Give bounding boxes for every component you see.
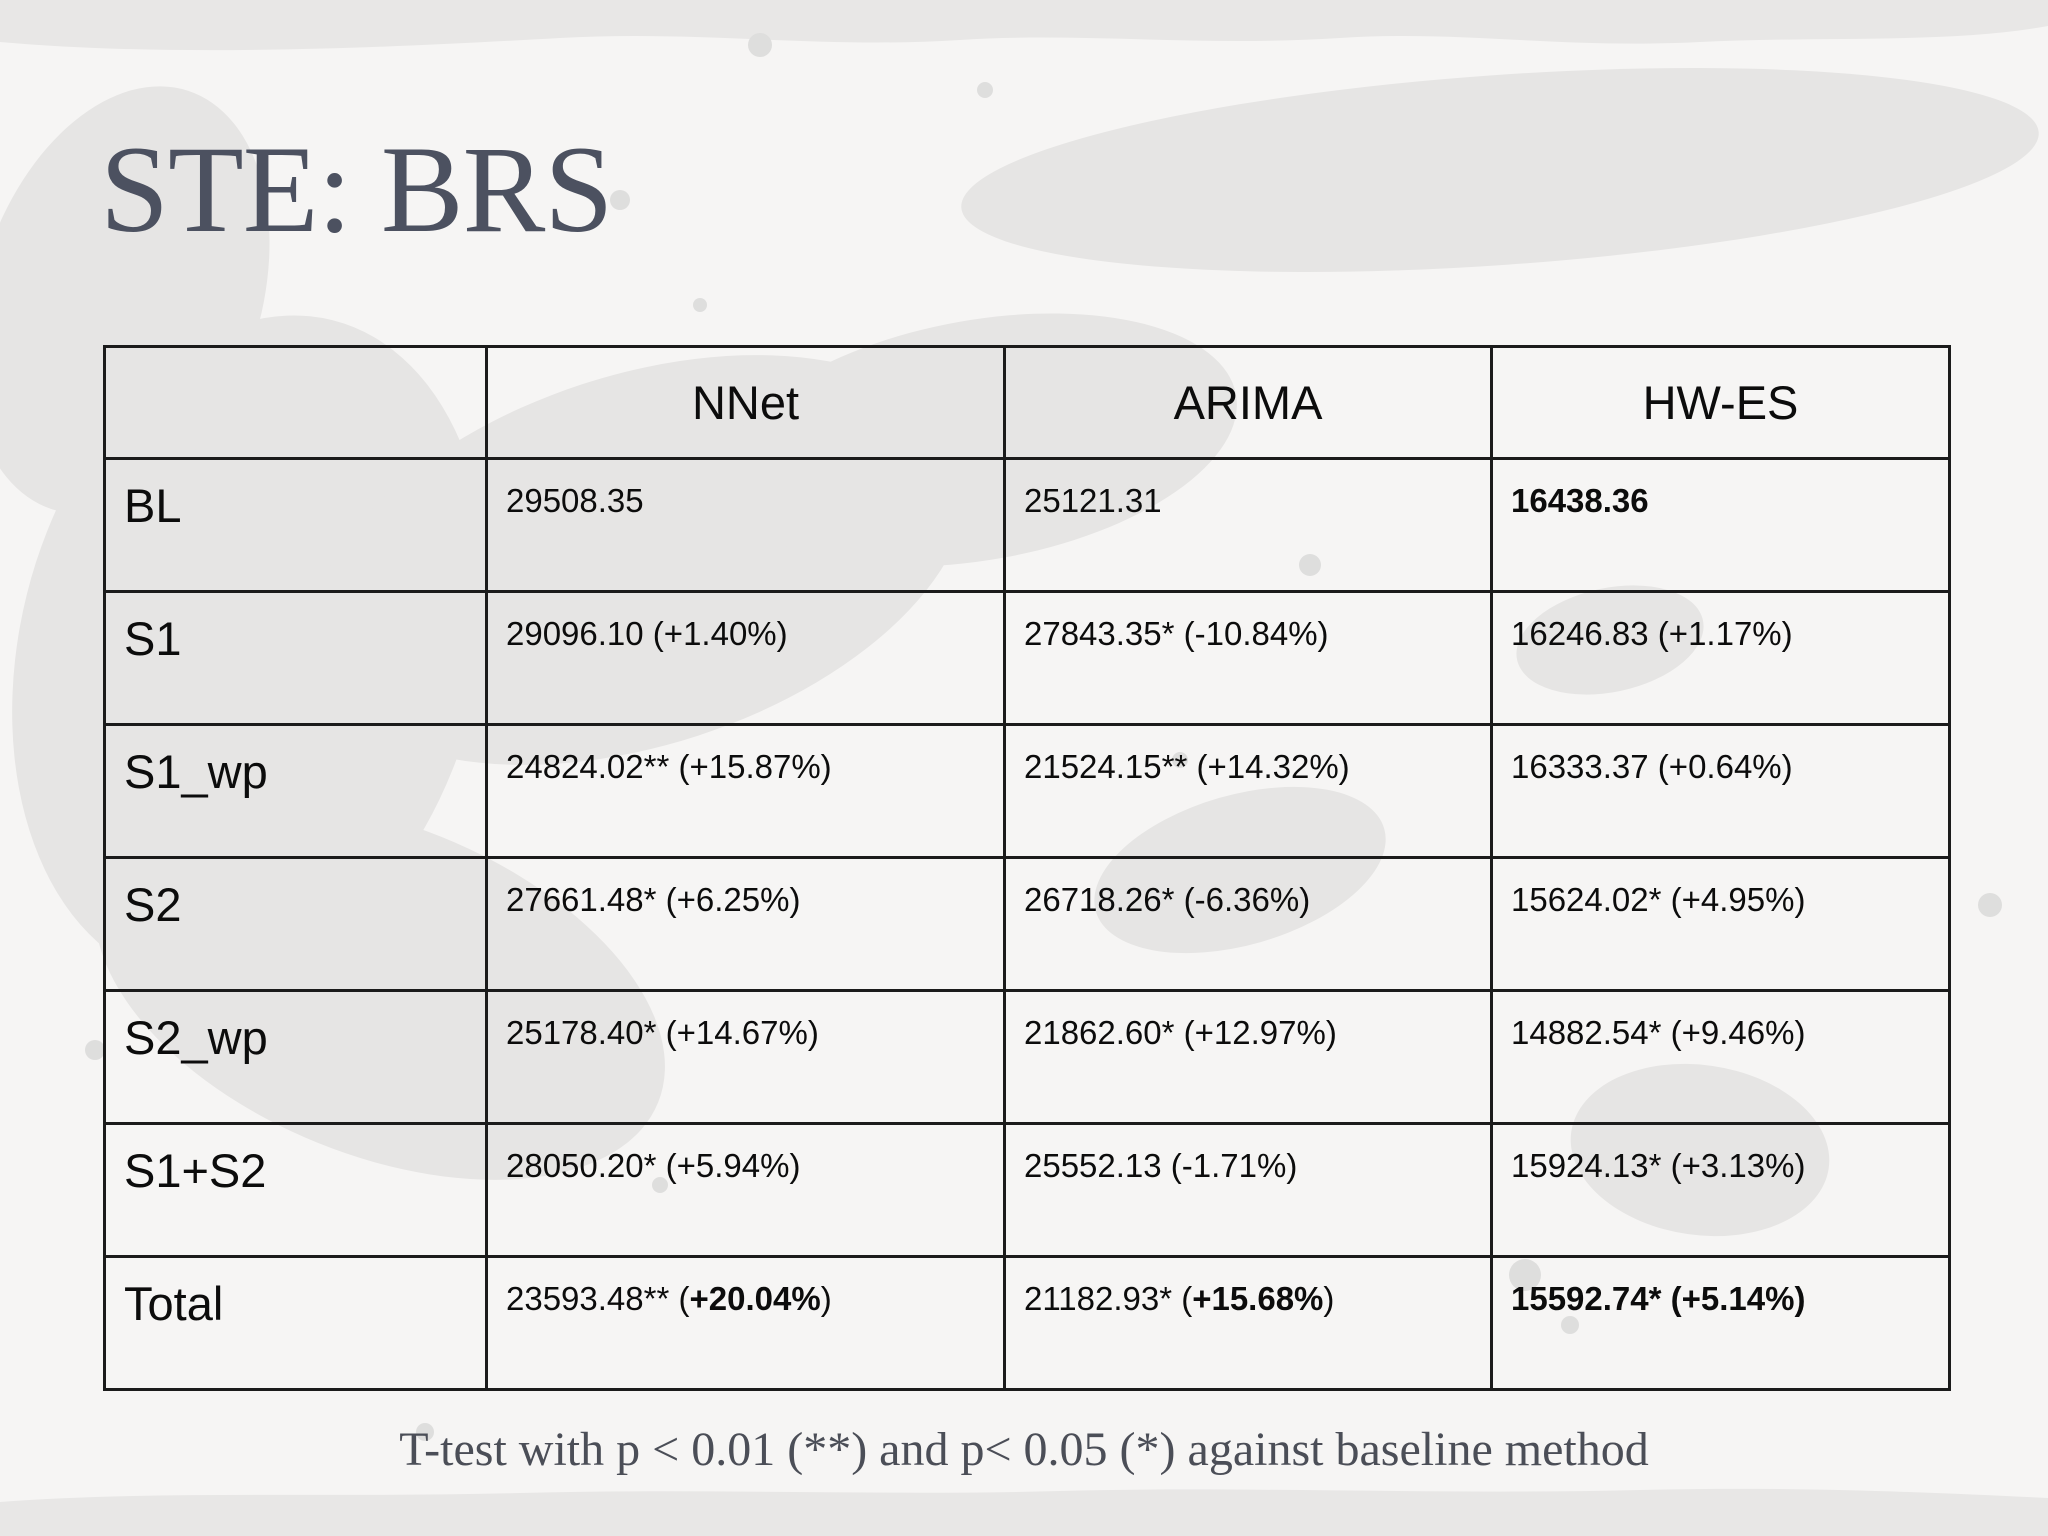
row-label-s1-wp: S1_wp <box>103 723 488 859</box>
column-header-hwes: HW-ES <box>1490 345 1951 460</box>
cell-text-segment: 25552.13 (-1.71%) <box>1024 1147 1298 1184</box>
table-row: S1_wp 24824.02** (+15.87%) 21524.15** (+14… <box>103 723 1951 859</box>
cell-text-segment: 15624.02* (+4.95%) <box>1511 881 1806 918</box>
cell-text-segment: 14882.54* (+9.46%) <box>1511 1014 1806 1051</box>
speckle <box>85 1040 105 1060</box>
table-row: Total 23593.48** (+20.04%) 21182.93* (+15.… <box>103 1255 1951 1391</box>
footnote: T-test with p < 0.01 (**) and p< 0.05 (*… <box>399 1423 1649 1476</box>
cell-text-segment: ) <box>1323 1280 1335 1317</box>
column-header-arima: ARIMA <box>1003 345 1493 460</box>
speckle <box>610 190 630 210</box>
data-cell: 24824.02** (+15.87%) <box>485 723 1006 859</box>
speckle <box>693 298 707 312</box>
cell-text-segment: 29096.10 (+1.40%) <box>506 615 788 652</box>
row-label-bl: BL <box>103 457 488 593</box>
row-label-s2: S2 <box>103 856 488 992</box>
cell-text-segment: 27661.48* (+6.25%) <box>506 881 801 918</box>
table-row: S2 27661.48* (+6.25%) 26718.26* (-6.36%) 15… <box>103 856 1951 992</box>
cell-text-segment: 23593.48** ( <box>506 1280 690 1317</box>
data-cell: 27843.35* (-10.84%) <box>1003 590 1493 726</box>
row-label-s1-s2: S1+S2 <box>103 1122 488 1258</box>
corner-cell <box>103 345 488 460</box>
data-cell: 28050.20* (+5.94%) <box>485 1122 1006 1258</box>
data-cell: 21524.15** (+14.32%) <box>1003 723 1493 859</box>
data-cell: 16438.36 <box>1490 457 1951 593</box>
cell-text-segment: +20.04% <box>689 1280 821 1317</box>
header-row: NNet ARIMA HW-ES <box>103 345 1951 460</box>
data-cell: 14882.54* (+9.46%) <box>1490 989 1951 1125</box>
data-cell: 16333.37 (+0.64%) <box>1490 723 1951 859</box>
data-cell: 29508.35 <box>485 457 1006 593</box>
cell-text-segment: 16246.83 (+1.17%) <box>1511 615 1793 652</box>
row-label-total: Total <box>103 1255 488 1391</box>
cell-text-segment: 15592.74* (+5.14%) <box>1511 1280 1806 1317</box>
row-label-s2-wp: S2_wp <box>103 989 488 1125</box>
data-cell: 15924.13* (+3.13%) <box>1490 1122 1951 1258</box>
cell-text-segment: +15.68% <box>1192 1280 1324 1317</box>
data-cell: 15624.02* (+4.95%) <box>1490 856 1951 992</box>
cell-text-segment: 15924.13* (+3.13%) <box>1511 1147 1806 1184</box>
data-cell: 21862.60* (+12.97%) <box>1003 989 1493 1125</box>
data-cell: 15592.74* (+5.14%) <box>1490 1255 1951 1391</box>
cell-text-segment: 25121.31 <box>1024 482 1162 519</box>
data-cell: 25121.31 <box>1003 457 1493 593</box>
data-cell: 21182.93* (+15.68%) <box>1003 1255 1493 1391</box>
cell-text-segment: 16438.36 <box>1511 482 1649 519</box>
results-table: NNet ARIMA HW-ES BL 29508.35 25121.31 16438… <box>103 345 1951 1391</box>
data-cell: 25552.13 (-1.71%) <box>1003 1122 1493 1258</box>
cell-text-segment: 28050.20* (+5.94%) <box>506 1147 801 1184</box>
table-row: S2_wp 25178.40* (+14.67%) 21862.60* (+12.9… <box>103 989 1951 1125</box>
speckle <box>748 33 772 57</box>
cell-text-segment: 21862.60* (+12.97%) <box>1024 1014 1337 1051</box>
cell-text-segment: ) <box>820 1280 832 1317</box>
cell-text-segment: 21524.15** (+14.32%) <box>1024 748 1350 785</box>
table-row: S1+S2 28050.20* (+5.94%) 25552.13 (-1.71%)… <box>103 1122 1951 1258</box>
data-cell: 23593.48** (+20.04%) <box>485 1255 1006 1391</box>
speckle <box>416 1423 434 1441</box>
cell-text-segment: 21182.93* ( <box>1024 1280 1193 1317</box>
column-header-nnet: NNet <box>485 345 1006 460</box>
cell-text-segment: 29508.35 <box>506 482 644 519</box>
speckle <box>977 82 993 98</box>
cell-text-segment: 26718.26* (-6.36%) <box>1024 881 1311 918</box>
data-cell: 26718.26* (-6.36%) <box>1003 856 1493 992</box>
wash-shape <box>961 68 2039 272</box>
speckle <box>1978 893 2002 917</box>
cell-text-segment: 25178.40* (+14.67%) <box>506 1014 819 1051</box>
data-cell: 16246.83 (+1.17%) <box>1490 590 1951 726</box>
row-label-s1: S1 <box>103 590 488 726</box>
cell-text-segment: 27843.35* (-10.84%) <box>1024 615 1329 652</box>
data-cell: 27661.48* (+6.25%) <box>485 856 1006 992</box>
bottom-band-shape <box>0 1488 2048 1536</box>
cell-text-segment: 16333.37 (+0.64%) <box>1511 748 1793 785</box>
table-row: S1 29096.10 (+1.40%) 27843.35* (-10.84%) 16… <box>103 590 1951 726</box>
data-cell: 29096.10 (+1.40%) <box>485 590 1006 726</box>
cell-text-segment: 24824.02** (+15.87%) <box>506 748 832 785</box>
top-band-shape <box>0 0 2048 51</box>
slide-title: STE: BRS <box>100 121 613 258</box>
table-row: BL 29508.35 25121.31 16438.36 <box>103 457 1951 593</box>
data-cell: 25178.40* (+14.67%) <box>485 989 1006 1125</box>
